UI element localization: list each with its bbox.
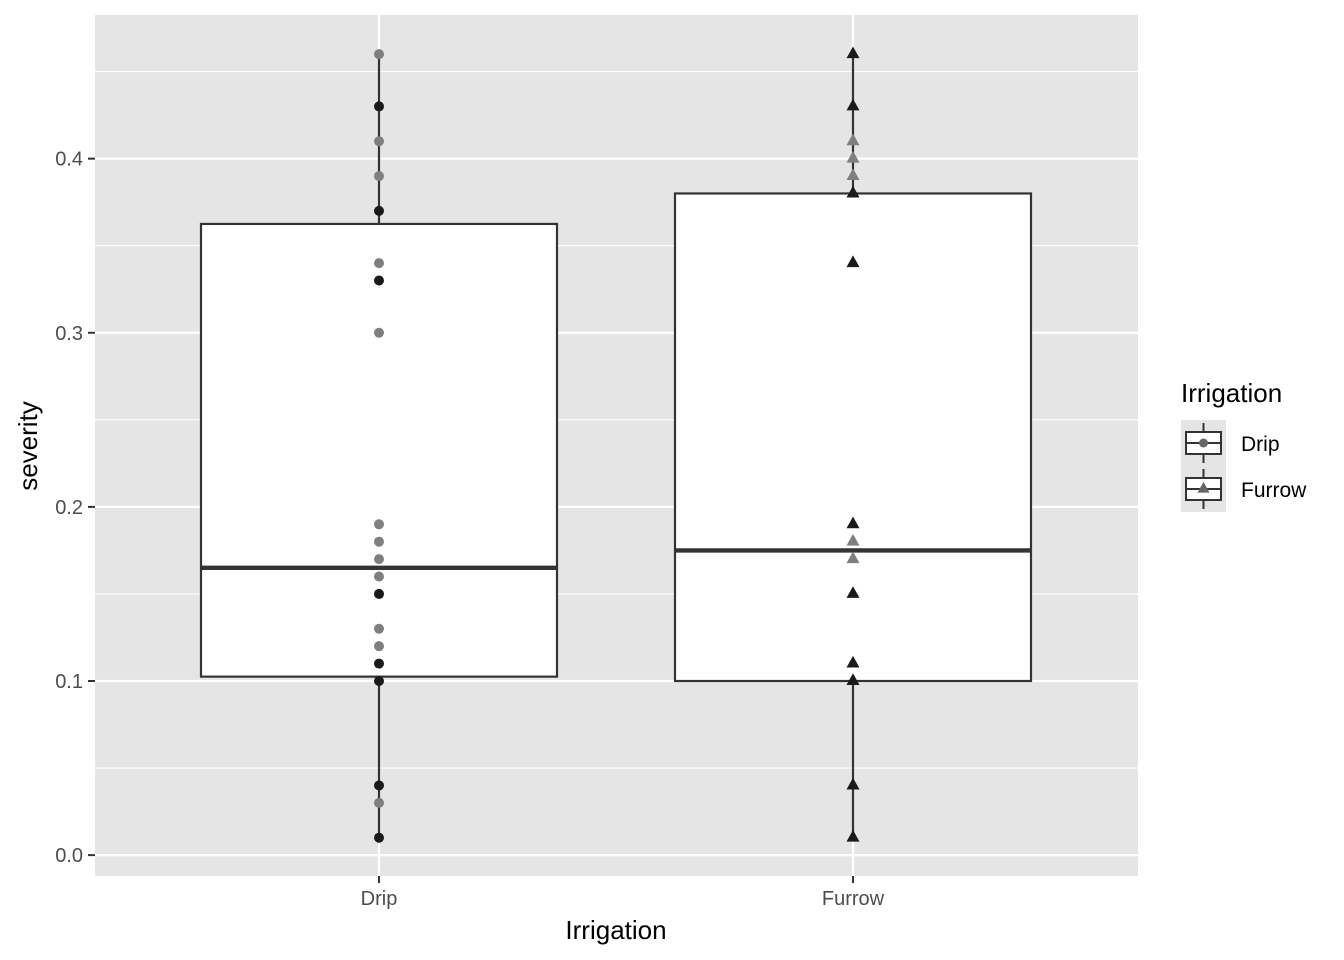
data-point-drip	[374, 536, 384, 547]
box-furrow	[673, 192, 1033, 683]
x-axis: Drip Furrow	[361, 876, 885, 910]
data-point-furrow	[846, 655, 860, 668]
data-point-furrow	[846, 516, 860, 529]
y-tick-label: 0.2	[55, 497, 83, 519]
legend-point-triangle	[1197, 481, 1210, 493]
box-layer	[199, 54, 1033, 838]
y-axis-title: severity	[13, 401, 43, 491]
data-point-furrow	[846, 777, 860, 790]
data-point-drip	[374, 49, 384, 60]
legend-key-drip	[1185, 423, 1222, 463]
data-point-furrow	[846, 255, 860, 268]
data-point-drip	[374, 275, 384, 286]
legend-label-furrow: Furrow	[1241, 479, 1307, 502]
data-point-furrow	[846, 551, 860, 564]
data-point-furrow	[846, 150, 860, 163]
data-point-drip	[374, 675, 384, 686]
data-point-furrow	[846, 673, 860, 685]
data-point-drip	[374, 832, 384, 843]
legend-label-drip: Drip	[1241, 433, 1280, 456]
data-point-furrow	[846, 133, 860, 146]
legend-key-furrow	[1185, 469, 1222, 509]
box-drip	[199, 222, 559, 678]
data-point-drip	[374, 258, 384, 269]
x-tick-label: Drip	[361, 888, 398, 910]
y-tick-label: 0.4	[55, 149, 83, 171]
data-point-drip	[374, 327, 384, 338]
data-point-drip	[374, 623, 384, 634]
y-tick-label: 0.1	[55, 671, 83, 693]
data-point-drip	[374, 588, 384, 599]
data-point-drip	[374, 519, 384, 530]
data-point-furrow	[846, 586, 860, 598]
data-point-drip	[374, 205, 384, 216]
x-tick-label: Furrow	[822, 888, 885, 910]
y-axis: 0.0 0.1 0.2 0.3 0.4	[55, 149, 95, 867]
data-point-drip	[374, 641, 384, 652]
data-point-furrow	[846, 46, 860, 59]
legend: Irrigation Drip Furrow	[1181, 378, 1307, 512]
data-point-drip	[374, 554, 384, 565]
y-tick-label: 0.3	[55, 323, 83, 345]
data-point-drip	[374, 571, 384, 582]
legend-title: Irrigation	[1181, 378, 1282, 408]
data-point-furrow	[846, 168, 860, 181]
data-point-furrow	[846, 98, 860, 111]
data-point-drip	[374, 658, 384, 669]
x-axis-title: Irrigation	[565, 915, 666, 945]
data-point-drip	[374, 780, 384, 791]
data-point-furrow	[846, 533, 860, 546]
legend-point-circle	[1199, 438, 1208, 448]
data-point-drip	[374, 101, 384, 112]
data-point-drip	[374, 171, 384, 182]
y-tick-label: 0.0	[55, 845, 83, 867]
data-point-furrow	[846, 185, 860, 198]
point-layer	[374, 46, 860, 843]
data-point-drip	[374, 136, 384, 147]
data-point-furrow	[846, 829, 860, 842]
data-point-drip	[374, 797, 384, 808]
